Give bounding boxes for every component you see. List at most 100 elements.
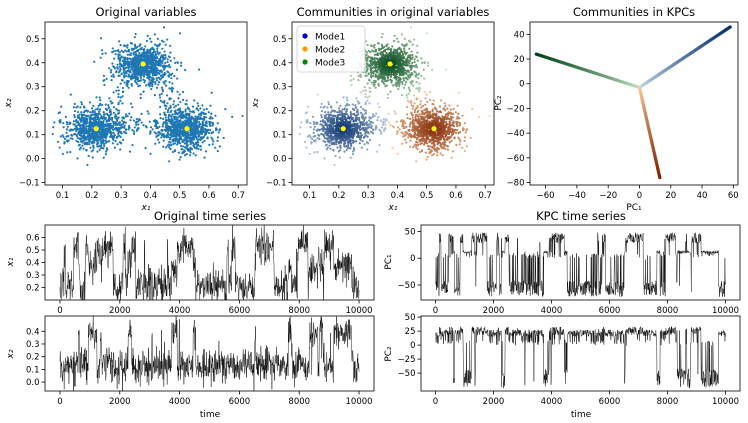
scatter-point <box>69 129 72 132</box>
scatter-point <box>363 135 367 138</box>
scatter-point <box>123 62 126 65</box>
scatter-point <box>197 113 201 116</box>
scatter-point <box>336 111 339 114</box>
scatter-point <box>117 112 121 115</box>
scatter-point <box>445 120 448 123</box>
y-tick-label: 0.2 <box>26 107 40 117</box>
scatter-point <box>337 133 341 137</box>
scatter-point <box>145 53 148 56</box>
scatter-point <box>140 121 143 124</box>
scatter-point <box>335 134 338 138</box>
scatter-point <box>80 111 83 114</box>
scatter-point <box>110 126 113 130</box>
scatter-point <box>105 120 108 123</box>
scatter-point <box>127 73 130 76</box>
scatter-point <box>111 142 114 145</box>
scatter-point <box>58 146 61 149</box>
scatter-point <box>413 60 416 64</box>
scatter-point <box>337 107 341 110</box>
scatter-point <box>80 103 84 106</box>
scatter-point <box>415 87 418 90</box>
scatter-point <box>184 116 187 119</box>
x-tick-label: 0.3 <box>114 191 128 201</box>
scatter-point <box>136 59 139 62</box>
scatter-point <box>432 103 435 106</box>
scatter-point <box>425 140 428 143</box>
scatter-point <box>189 110 192 113</box>
scatter-point <box>374 73 377 76</box>
scatter-point <box>164 43 167 46</box>
scatter-point <box>396 152 399 155</box>
scatter-point <box>66 151 69 154</box>
scatter-point <box>370 124 373 127</box>
scatter-point <box>349 142 353 146</box>
scatter-point <box>330 106 333 109</box>
scatter-point <box>211 121 214 125</box>
scatter-point <box>413 129 416 132</box>
scatter-point <box>365 53 368 56</box>
scatter-point <box>132 132 136 135</box>
scatter-point <box>103 113 106 116</box>
scatter-point <box>169 106 172 109</box>
scatter-point <box>401 52 405 55</box>
scatter-point <box>345 135 348 139</box>
scatter-point <box>192 144 195 147</box>
scatter-point <box>334 114 337 117</box>
scatter-point <box>423 118 426 122</box>
scatter-point <box>338 149 342 152</box>
scatter-point <box>168 146 171 149</box>
scatter-point <box>155 56 158 60</box>
scatter-point <box>80 115 84 119</box>
scatter-point <box>146 76 150 79</box>
scatter-point <box>214 127 218 130</box>
scatter-point <box>343 116 346 119</box>
scatter-point <box>351 107 354 110</box>
scatter-point <box>334 154 337 158</box>
scatter-point <box>169 147 172 151</box>
scatter-point <box>174 61 177 64</box>
scatter-point <box>333 130 336 133</box>
scatter-point <box>116 86 119 89</box>
scatter-point <box>312 121 316 124</box>
scatter-point <box>182 151 185 154</box>
scatter-point <box>113 134 116 137</box>
scatter-point <box>166 131 169 134</box>
scatter-point <box>180 145 183 148</box>
scatter-point <box>337 121 341 124</box>
scatter-point <box>134 32 137 36</box>
scatter-point <box>195 107 198 111</box>
scatter-point <box>435 108 438 111</box>
scatter-point <box>327 103 331 106</box>
scatter-point <box>199 148 203 151</box>
scatter-point <box>203 139 206 143</box>
scatter-point <box>344 119 348 122</box>
scatter-point <box>118 121 121 124</box>
scatter-point <box>87 114 90 117</box>
scatter-point <box>125 50 128 53</box>
scatter-point <box>306 135 309 138</box>
scatter-point <box>332 127 335 130</box>
scatter-point <box>154 65 157 68</box>
scatter-point <box>95 130 98 134</box>
scatter-point <box>86 130 89 133</box>
scatter-point <box>78 127 81 131</box>
scatter-point <box>120 65 124 68</box>
scatter-point <box>102 142 106 146</box>
scatter-point <box>352 124 355 128</box>
scatter-point <box>63 137 67 140</box>
scatter-point <box>73 127 77 130</box>
scatter-point <box>181 140 184 144</box>
scatter-point <box>122 122 125 125</box>
scatter-point <box>81 139 84 143</box>
scatter-point <box>447 129 450 132</box>
scatter-point <box>85 149 88 152</box>
scatter-point <box>209 117 212 120</box>
scatter-point <box>195 119 198 122</box>
scatter-point <box>72 106 75 109</box>
scatter-point <box>81 128 84 131</box>
scatter-point <box>375 124 378 128</box>
scatter-point <box>164 53 167 57</box>
y-tick-label: −0.1 <box>19 179 40 189</box>
scatter-point <box>73 132 76 136</box>
scatter-point <box>347 114 350 118</box>
